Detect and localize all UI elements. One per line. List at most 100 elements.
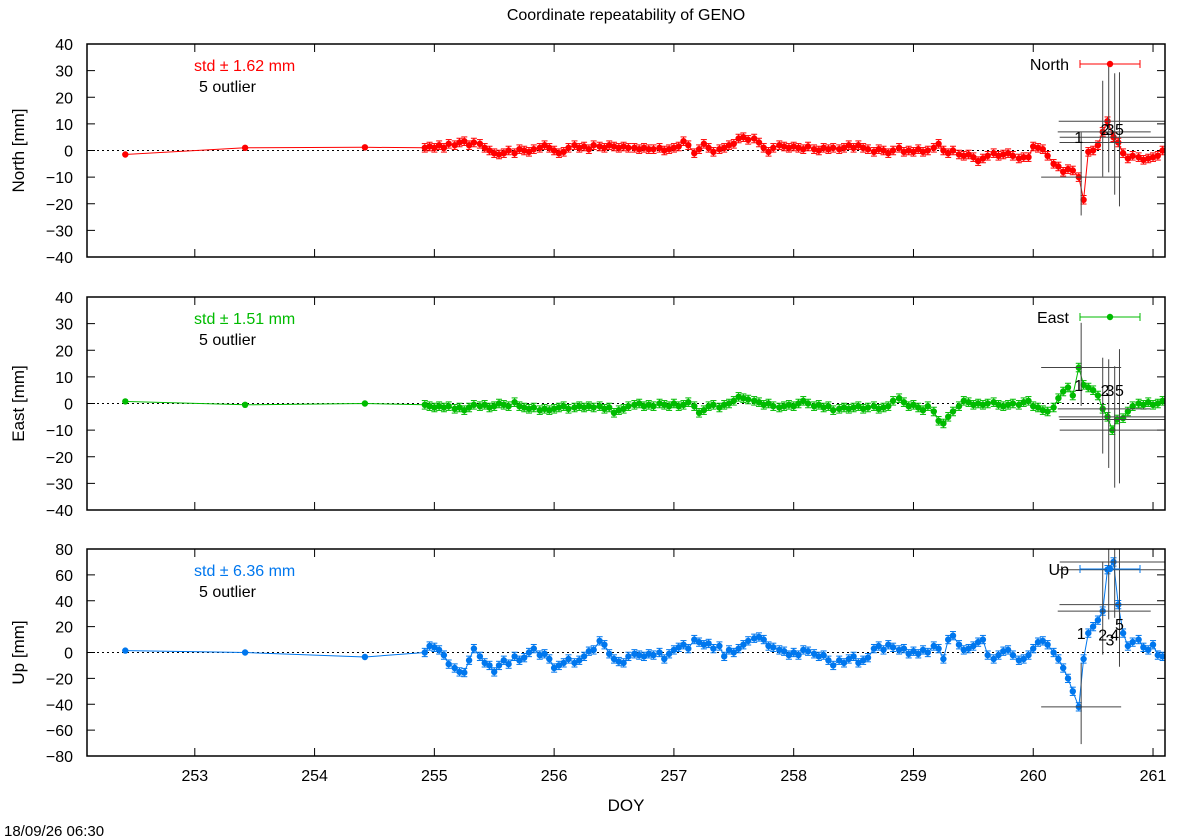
data-point (536, 144, 543, 151)
y-tick-label: −20 (46, 450, 73, 467)
data-point (680, 641, 687, 648)
data-point (919, 646, 927, 654)
data-point (740, 134, 747, 141)
data-point (955, 641, 963, 648)
data-point (426, 642, 433, 650)
data-point (790, 403, 797, 410)
data-point (924, 147, 931, 154)
data-point (606, 142, 613, 149)
data-point (530, 404, 537, 411)
data-point (691, 150, 698, 157)
data-point (725, 142, 733, 149)
data-point (541, 650, 548, 657)
data-point (1069, 392, 1077, 399)
data-point (1080, 381, 1087, 389)
data-point (461, 138, 468, 145)
y-tick-label: 0 (64, 397, 73, 414)
data-point (716, 404, 723, 411)
data-point (745, 637, 752, 645)
x-tick-label: 255 (421, 768, 448, 785)
data-point (710, 401, 717, 408)
data-point (949, 408, 957, 415)
data-point (751, 135, 758, 142)
data-point (955, 151, 963, 158)
data-point (1145, 399, 1152, 406)
data-point (850, 404, 857, 411)
data-point (915, 146, 922, 153)
legend-label: East (1037, 310, 1070, 327)
data-point (900, 399, 908, 406)
data-point (421, 401, 428, 408)
data-point (571, 659, 578, 667)
data-point (905, 650, 912, 657)
data-point (845, 655, 852, 663)
legend-label: North (1030, 57, 1069, 74)
data-point (1135, 154, 1142, 161)
data-point (555, 150, 563, 157)
data-point (1154, 152, 1162, 159)
data-point (675, 143, 682, 150)
data-point (536, 651, 543, 659)
data-point (905, 403, 912, 410)
data-point (461, 669, 468, 676)
x-tick-label: 258 (780, 768, 807, 785)
data-point (1124, 642, 1132, 650)
data-point (1030, 143, 1037, 150)
data-point (1000, 151, 1007, 158)
data-point (930, 144, 937, 151)
data-point (470, 401, 478, 408)
data-point (476, 653, 484, 660)
outlier-text: 5 outlier (199, 332, 257, 349)
data-point (790, 143, 797, 150)
data-point (122, 151, 129, 158)
data-point (590, 646, 597, 654)
series-line (125, 560, 1163, 707)
data-point (361, 400, 369, 407)
data-point (1030, 403, 1037, 410)
chart-title: Coordinate repeatability of GENO (507, 7, 745, 24)
data-point (516, 657, 523, 664)
legend-up: Up (1049, 562, 1141, 579)
data-point (860, 657, 867, 664)
data-point (815, 401, 822, 408)
data-point (1089, 623, 1097, 630)
data-point (804, 143, 812, 150)
data-point (1069, 688, 1077, 695)
data-point (511, 399, 518, 406)
data-point (465, 142, 473, 149)
data-point (965, 399, 972, 406)
data-point (1050, 649, 1057, 656)
data-point (491, 403, 498, 410)
data-point (421, 649, 428, 656)
data-point (1140, 401, 1147, 408)
data-point (590, 404, 597, 411)
data-point (1124, 155, 1132, 162)
data-point (585, 146, 593, 153)
data-point (661, 401, 668, 408)
data-point (850, 144, 857, 151)
data-point (650, 651, 657, 659)
data-point (521, 654, 528, 661)
data-point (1039, 146, 1047, 153)
data-point (800, 397, 807, 404)
data-point (1085, 148, 1092, 155)
data-point (565, 144, 572, 151)
data-point (1145, 155, 1152, 162)
data-point (995, 401, 1002, 408)
data-point (421, 144, 428, 151)
y-tick-label: 40 (55, 290, 73, 307)
data-point (751, 397, 758, 404)
data-point (1140, 156, 1147, 163)
data-point (500, 657, 507, 664)
data-point (1064, 675, 1072, 682)
data-point (695, 409, 703, 416)
data-point (755, 633, 763, 641)
data-point (979, 401, 987, 408)
data-point (530, 146, 537, 153)
data-point (721, 144, 728, 151)
data-point (1094, 392, 1102, 399)
data-point (431, 144, 438, 151)
data-point (900, 645, 908, 652)
data-point (885, 641, 892, 648)
